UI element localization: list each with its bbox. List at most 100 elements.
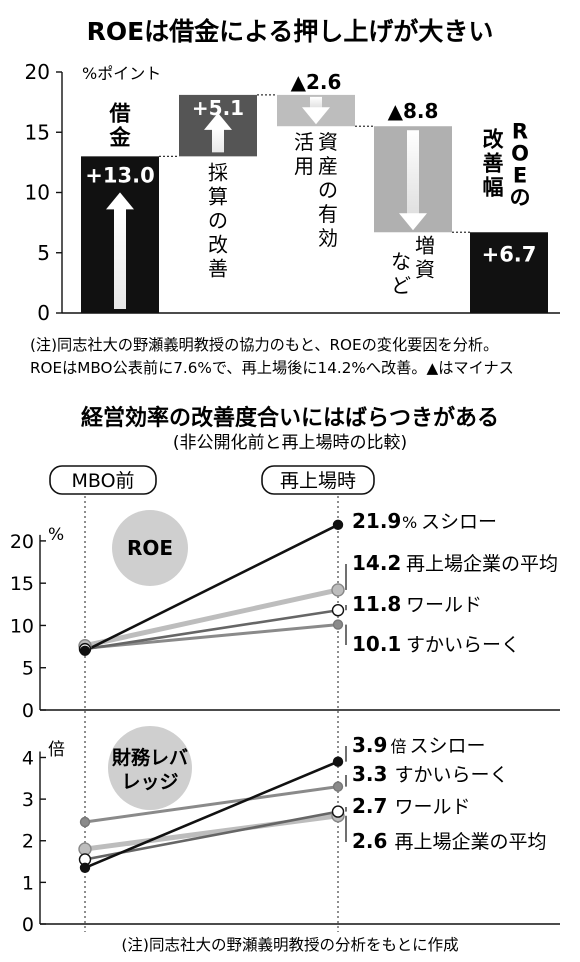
value-label-4: ▲8.8 xyxy=(388,99,439,123)
y-tick-label: 0 xyxy=(22,914,34,936)
series-line-すかいらーく xyxy=(84,785,339,824)
value-label-5: +6.7 xyxy=(482,242,537,266)
y-tick-label: 0 xyxy=(37,301,50,325)
panel-2-title: レッジ xyxy=(121,771,178,793)
bar-arrow-head xyxy=(399,213,427,231)
series-point-すかいらーく xyxy=(332,619,344,630)
end-series-name: スシロー xyxy=(410,735,486,757)
slope-title: 経営効率の改善度合いにはばらつきがある xyxy=(81,405,499,431)
panel-leverage-unit: 倍 xyxy=(48,740,65,760)
y-tick-label: 4 xyxy=(22,747,34,769)
category-label-5: R xyxy=(512,119,528,143)
bar-arrow-shaft xyxy=(407,130,419,215)
panel-1-title: ROE xyxy=(127,536,173,560)
y-tick-label: 20 xyxy=(25,60,50,84)
y-tick-label: 10 xyxy=(10,615,34,637)
panel-1-title-bubble xyxy=(112,510,188,586)
waterfall-note-1: (注)同志社大の野瀬義明教授の協力のもと、ROEの変化要因を分析。 xyxy=(30,336,498,354)
end-value-label: 2.6 xyxy=(352,829,387,853)
y-tick-label: 5 xyxy=(22,658,34,680)
series-point-すかいらーく xyxy=(79,816,91,828)
series-line-すかいらーく xyxy=(84,623,339,650)
series-line-スシロー xyxy=(84,760,339,870)
end-value-label: 11.8 xyxy=(352,592,401,616)
end-series-name: 再上場企業の平均 xyxy=(406,553,558,575)
y-tick-label: 2 xyxy=(22,831,34,853)
category-label-4: な xyxy=(391,249,411,273)
series-point-すかいらーく xyxy=(332,781,344,792)
series-point-スシロー xyxy=(332,519,344,531)
series-point-ワールド xyxy=(331,805,345,818)
category-label-4: 増 xyxy=(415,233,435,257)
end-value-label: 3.3 xyxy=(352,762,387,786)
category-label-3: 産 xyxy=(318,154,338,178)
category-label-2: 改 xyxy=(208,232,228,256)
series-point-再上場企業の平均 xyxy=(78,842,92,856)
end-series-name: 再上場企業の平均 xyxy=(395,831,547,853)
y-tick-label: 0 xyxy=(22,700,34,722)
end-value-label: 2.7 xyxy=(352,794,387,818)
y-tick-label: 5 xyxy=(37,241,50,265)
category-label-3: 用 xyxy=(294,154,314,178)
waterfall-y-unit: %ポイント xyxy=(82,64,161,83)
category-label-5: 善 xyxy=(483,151,504,175)
category-label-2: 採 xyxy=(208,160,228,184)
bar-arrow-head xyxy=(106,192,134,210)
panel-roe-unit: % xyxy=(48,525,64,545)
end-value-label: 10.1 xyxy=(352,632,401,656)
series-line-ワールド xyxy=(84,608,339,651)
y-tick-label: 15 xyxy=(25,120,50,144)
series-point-スシロー xyxy=(79,862,91,874)
series-line-スシロー xyxy=(84,523,339,652)
series-point-ワールド xyxy=(331,604,345,617)
y-tick-label: 1 xyxy=(22,872,34,894)
end-value-label: 21.9 xyxy=(352,509,401,533)
end-value-label: 14.2 xyxy=(352,551,401,575)
series-line-再上場企業の平均 xyxy=(84,813,339,852)
category-label-5: の xyxy=(510,185,531,209)
x-label-before: MBO前 xyxy=(71,470,134,492)
category-label-1: 借 xyxy=(109,101,131,125)
bar-arrow-shaft xyxy=(114,208,126,309)
bar-arrow-shaft xyxy=(212,128,224,153)
category-label-2: 善 xyxy=(208,256,228,280)
category-label-2: の xyxy=(208,208,228,232)
bar-arrow-head xyxy=(204,112,232,130)
y-tick-label: 10 xyxy=(25,181,50,205)
slope-note: (注)同志社大の野瀬義明教授の分析をもとに作成 xyxy=(121,936,458,954)
category-label-4: ど xyxy=(391,273,411,297)
waterfall-title: ROEは借金による押し上げが大きい xyxy=(87,17,494,46)
end-value-label: 3.9 xyxy=(352,733,387,757)
category-label-5: 改 xyxy=(483,127,505,151)
value-label-1: +13.0 xyxy=(85,163,154,187)
category-label-3: の xyxy=(318,178,338,202)
panel-2-title: 財務レバ xyxy=(112,746,188,769)
x-label-after: 再上場時 xyxy=(280,470,356,492)
y-tick-label: 20 xyxy=(10,531,34,553)
bar-arrow-head xyxy=(302,107,330,125)
end-series-name: ワールド xyxy=(406,594,482,616)
category-label-3: 効 xyxy=(318,226,338,250)
x-label-box-before xyxy=(49,465,157,495)
value-label-2: +5.1 xyxy=(192,96,244,120)
end-unit-label: % xyxy=(402,513,417,532)
value-label-3: ▲2.6 xyxy=(291,70,342,94)
category-label-5: 幅 xyxy=(483,175,504,199)
panel-2-title-bubble xyxy=(108,726,192,810)
end-series-name: すかいらーく xyxy=(406,634,520,656)
series-point-スシロー xyxy=(332,756,344,767)
category-label-4: 資 xyxy=(415,257,435,281)
y-tick-label: 15 xyxy=(10,573,34,595)
end-unit-label: 倍 xyxy=(391,737,407,756)
category-label-5: E xyxy=(513,163,527,187)
bar-arrow-shaft xyxy=(310,96,322,109)
category-label-1: 金 xyxy=(109,125,132,149)
category-label-3: 有 xyxy=(318,202,338,226)
series-line-再上場企業の平均 xyxy=(84,587,339,649)
slope-subtitle: (非公開化前と再上場時の比較) xyxy=(173,433,407,453)
end-series-name: ワールド xyxy=(395,796,471,818)
category-label-2: 算 xyxy=(208,184,228,208)
